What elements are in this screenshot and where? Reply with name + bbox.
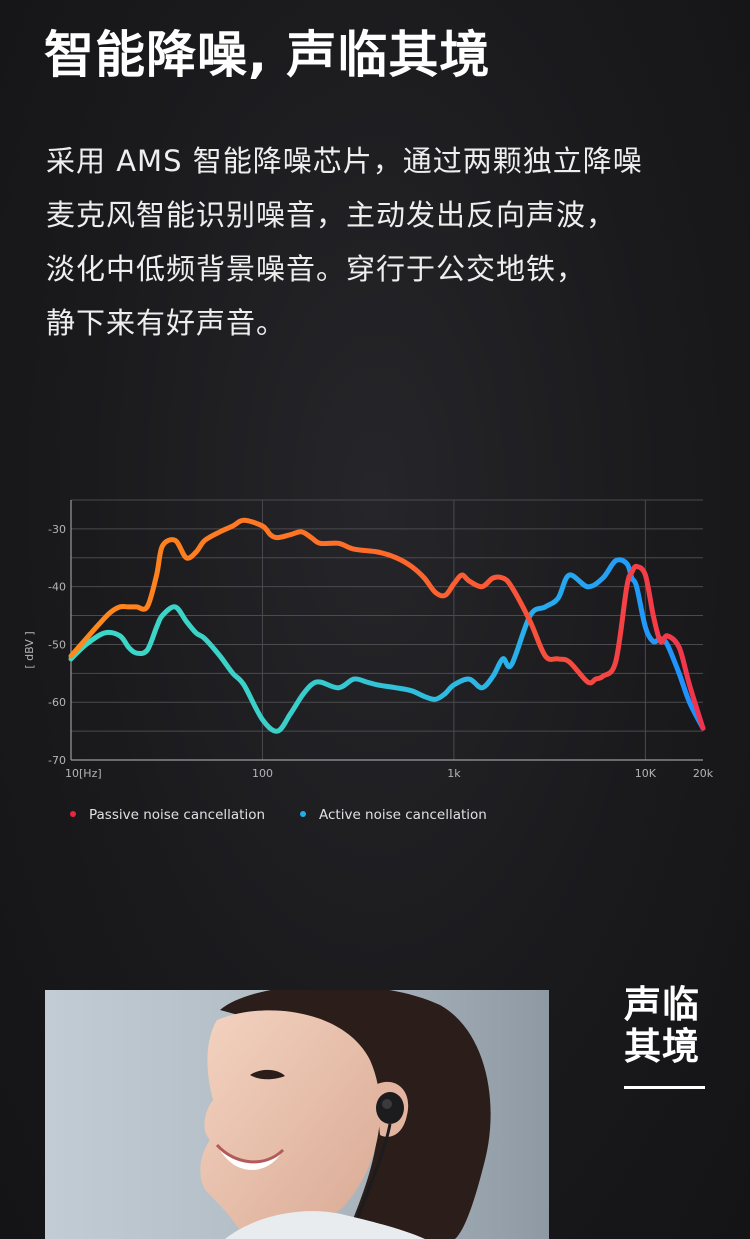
y-tick-label: -40 <box>48 581 66 594</box>
y-tick-label: -70 <box>48 754 66 767</box>
title-underline <box>624 1086 705 1089</box>
legend-label: Active noise cancellation <box>319 807 487 823</box>
description-line: 淡化中低频背景噪音。穿行于公交地铁， <box>46 252 587 286</box>
smiling-woman-with-earphones-image <box>45 990 549 1239</box>
y-tick-label: -50 <box>48 638 66 651</box>
side-title-line: 声临 <box>624 983 700 1026</box>
description-line: 麦克风智能识别噪音，主动发出反向声波， <box>46 198 617 232</box>
noise-cancellation-chart: -30 -40 -50 -60 -70 [ dBV ] 10 [Hz] 100 1k 10K 20k P… <box>23 499 714 823</box>
legend-marker <box>300 811 306 817</box>
legend-marker <box>70 811 76 817</box>
description-line: 采用 AMS 智能降噪芯片，通过两颗独立降噪 <box>46 144 643 178</box>
x-tick-label: 1k <box>447 767 461 780</box>
passive-noise-line <box>68 517 706 731</box>
section-side-title: 声临 其境 <box>624 984 706 1068</box>
active-noise-line <box>68 557 706 734</box>
feature-description: 采用 AMS 智能降噪芯片，通过两颗独立降噪 麦克风智能识别噪音，主动发出反向声… <box>46 134 643 350</box>
y-tick-label: -60 <box>48 696 66 709</box>
x-tick-label: 10K <box>635 767 657 780</box>
y-axis-label: [ dBV ] <box>23 631 36 668</box>
side-title-line: 其境 <box>624 1025 700 1068</box>
description-line: 静下来有好声音。 <box>46 306 287 340</box>
product-lifestyle-photo <box>45 990 549 1239</box>
x-axis-unit-label: [Hz] <box>79 767 102 780</box>
page-headline: 智能降噪, 声临其境 <box>44 26 491 84</box>
x-tick-label: 20k <box>693 767 714 780</box>
x-tick-label: 10 <box>65 767 79 780</box>
x-tick-label: 100 <box>252 767 273 780</box>
legend-label: Passive noise cancellation <box>89 807 265 823</box>
y-tick-label: -30 <box>48 523 66 536</box>
